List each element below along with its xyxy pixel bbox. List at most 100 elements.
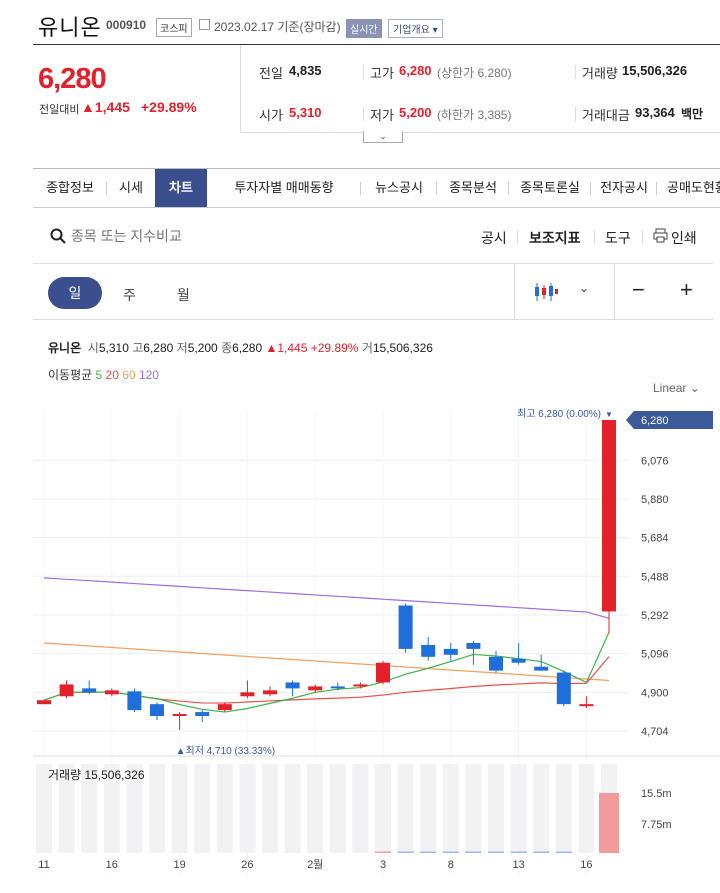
scale-mode-dropdown[interactable]: Linear ⌄ bbox=[653, 381, 700, 395]
period-month[interactable]: 월 bbox=[177, 287, 190, 303]
up-triangle-icon: ▲ bbox=[81, 99, 95, 115]
candle-body bbox=[37, 700, 51, 705]
summary-low: 5,200 bbox=[187, 341, 218, 355]
volume-title: 거래량 15,506,326 bbox=[48, 768, 145, 782]
tab-discussion[interactable]: 종목토론실 bbox=[509, 169, 591, 207]
summary-close-label: 종 bbox=[221, 341, 233, 355]
y-tick-label: 5,880 bbox=[641, 494, 669, 506]
indicator-button[interactable]: 보조지표 bbox=[529, 230, 581, 246]
volume-bg-bar bbox=[352, 764, 369, 853]
main-tabs: 종합정보 시세 차트 투자자별 매매동향 뉴스공시 종목분석 종목토론실 전자공… bbox=[33, 168, 720, 208]
stock-code: 000910 bbox=[106, 18, 147, 32]
tools-button[interactable]: 도구 bbox=[605, 230, 631, 246]
y-tick-label: 5,488 bbox=[641, 571, 669, 583]
amount-unit: 백만 bbox=[681, 107, 704, 121]
candle-body bbox=[534, 666, 549, 671]
moving-average-legend[interactable]: 이동평균 5 20 60 120 bbox=[48, 366, 159, 383]
summary-change: ▲1,445 +29.89% bbox=[265, 341, 359, 355]
x-tick-label: 13 bbox=[512, 859, 524, 871]
open-label: 시가 bbox=[259, 108, 283, 123]
summary-change-value: 1,445 bbox=[277, 341, 308, 355]
volume-bg-bar bbox=[533, 764, 550, 853]
volume-bg-bar bbox=[555, 764, 572, 853]
expand-toggle[interactable]: ⌄ bbox=[363, 131, 403, 143]
y-tick-label: 5,684 bbox=[641, 533, 669, 545]
base-date: 2023.02.17 기준(장마감) bbox=[214, 20, 341, 34]
compare-search-input[interactable] bbox=[71, 225, 271, 247]
current-price: 6,280 bbox=[38, 63, 107, 95]
volume-bg-bar bbox=[58, 764, 75, 853]
volume-bg-bar bbox=[171, 764, 188, 853]
volume-bg-bar bbox=[442, 764, 459, 853]
y-tick-label: 5,096 bbox=[641, 649, 669, 661]
candle-body bbox=[353, 684, 368, 687]
ma60-line bbox=[43, 642, 610, 682]
volume-bar bbox=[555, 851, 572, 853]
tab-quotes[interactable]: 시세 bbox=[119, 180, 143, 195]
volume-bar bbox=[442, 851, 459, 853]
chart-toolbar: 공시 보조지표 도구 인쇄 bbox=[33, 208, 713, 264]
scale-mode-label: Linear bbox=[653, 381, 687, 395]
lower-limit: (하한가 3,385) bbox=[437, 108, 512, 122]
price-chart[interactable]: 6,076 5,880 5,684 5,488 5,292 5,096 4,900 4,704… bbox=[0, 395, 720, 893]
search-icon[interactable] bbox=[50, 228, 66, 244]
summary-close: 6,280 bbox=[232, 341, 263, 355]
disclosure-button[interactable]: 공시 bbox=[481, 230, 507, 246]
summary-volume: 15,506,326 bbox=[372, 341, 433, 355]
tab-overview[interactable]: 종합정보 bbox=[33, 169, 107, 207]
y-tick-label: 4,704 bbox=[641, 726, 669, 738]
tab-e-disclosure[interactable]: 전자공시 bbox=[591, 169, 657, 207]
volume-bg-bar bbox=[375, 764, 391, 853]
volume-bg-bar bbox=[239, 764, 256, 853]
tab-news[interactable]: 뉴스공시 bbox=[361, 169, 437, 207]
volume-bg-bar bbox=[488, 764, 504, 853]
chart-type-chevron-icon[interactable]: ⌄ bbox=[579, 281, 590, 295]
ma-label: 이동평균 bbox=[48, 368, 93, 382]
volume-bg-bar bbox=[194, 764, 211, 853]
zoom-in-icon[interactable]: + bbox=[680, 277, 693, 302]
summary-open-label: 시 bbox=[87, 341, 99, 355]
candlestick-type-icon[interactable] bbox=[533, 281, 559, 303]
volume-bg-bar bbox=[126, 764, 143, 853]
change-amount: ▲1,445 bbox=[81, 99, 130, 115]
volume-bar bbox=[533, 851, 550, 853]
company-overview-dropdown[interactable]: 기업개요 ▾ bbox=[388, 19, 443, 38]
volume-bg-bar bbox=[307, 764, 324, 853]
volume-bg-bar bbox=[36, 764, 52, 853]
candle-body bbox=[308, 686, 323, 691]
low-label: 저가 bbox=[370, 108, 394, 123]
candle-body bbox=[240, 692, 255, 697]
print-button[interactable]: 인쇄 bbox=[671, 230, 697, 246]
zoom-out-icon[interactable]: − bbox=[632, 277, 645, 302]
summary-high-label: 고 bbox=[132, 341, 144, 355]
tab-investor-trading[interactable]: 투자자별 매매동향 bbox=[207, 169, 361, 207]
volume-bar bbox=[375, 851, 391, 853]
tab-analysis[interactable]: 종목분석 bbox=[437, 169, 509, 207]
summary-open: 5,310 bbox=[98, 341, 129, 355]
period-selector: 일 주 월 ⌄ − + bbox=[33, 264, 713, 320]
volume-bg-bar bbox=[329, 764, 346, 853]
period-day[interactable]: 일 bbox=[48, 277, 102, 309]
volume-bg-bar bbox=[510, 764, 527, 853]
print-icon[interactable] bbox=[653, 228, 668, 243]
quote-panel: 6,280 전일대비 ▲1,445 +29.89% 전일 4,835 고가 6,… bbox=[33, 44, 720, 133]
period-week[interactable]: 주 bbox=[123, 287, 136, 303]
open-value: 5,310 bbox=[289, 105, 322, 120]
ma120-line bbox=[43, 577, 610, 619]
volume-bar bbox=[488, 851, 504, 853]
candle-body bbox=[511, 658, 526, 663]
tab-short-selling[interactable]: 공매도현황 bbox=[667, 180, 720, 195]
summary-low-label: 저 bbox=[176, 341, 188, 355]
volume-bg-bar bbox=[284, 764, 301, 853]
tab-chart[interactable]: 차트 bbox=[155, 169, 207, 207]
stock-name: 유니온 bbox=[38, 15, 102, 40]
chevron-down-icon: ⌄ bbox=[379, 131, 387, 141]
volume-bar bbox=[465, 851, 482, 853]
realtime-button[interactable]: 실시간 bbox=[346, 19, 382, 38]
high-label: 고가 bbox=[370, 66, 394, 81]
candle-body bbox=[466, 642, 481, 649]
chevron-down-icon: ▾ bbox=[432, 25, 438, 36]
x-tick-label: 19 bbox=[173, 859, 185, 871]
candle-body bbox=[217, 704, 232, 711]
volume-tick-label: 15.5m bbox=[641, 788, 672, 800]
